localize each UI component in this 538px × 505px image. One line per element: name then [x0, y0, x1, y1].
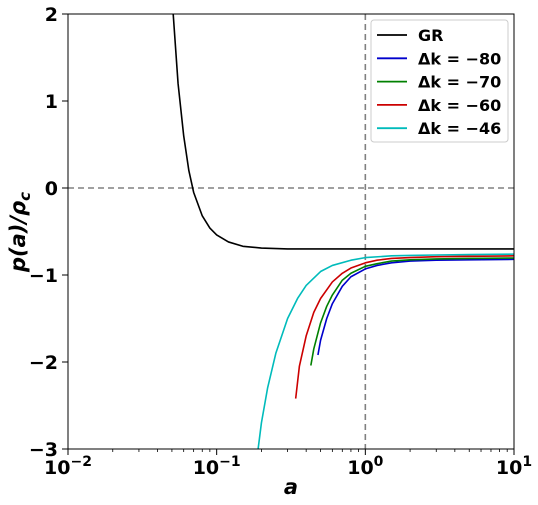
y-tick-label: 1	[45, 91, 58, 113]
y-axis-label: p(a)/ρc	[6, 192, 34, 273]
legend-box	[370, 19, 509, 143]
plot-frame	[67, 13, 515, 450]
y-tick-label: −1	[29, 265, 58, 287]
axis-ticks	[62, 13, 515, 455]
y-tick-label: 2	[45, 4, 58, 26]
legend: GR Δk = −80 Δk = −70 Δk = −60 Δk = −46	[370, 19, 509, 143]
y-tick-labels: 2 1 0 −1 −2 −3	[29, 4, 58, 461]
x-tick-exponent: 1	[522, 454, 532, 470]
legend-label-2: Δk = −70	[418, 73, 501, 92]
x-tick-label: 100	[347, 454, 383, 479]
x-tick-label: 10−2	[44, 454, 92, 479]
series-line-4	[257, 253, 514, 449]
series-line-1	[317, 258, 514, 356]
legend-label-4: Δk = −46	[418, 119, 501, 138]
x-tick-base: 10	[44, 457, 70, 479]
series-lines	[172, 14, 514, 449]
x-tick-base: 10	[496, 457, 522, 479]
x-tick-label: 10−1	[193, 454, 241, 479]
series-line-2	[310, 257, 514, 366]
series-line-0	[172, 14, 514, 250]
x-axis-label: a	[284, 475, 298, 499]
x-tick-exponent: 0	[374, 454, 384, 470]
x-tick-labels: 10−2 10−1 100 101	[44, 454, 532, 479]
x-tick-base: 10	[193, 457, 219, 479]
series-line-3	[294, 255, 514, 399]
x-tick-exponent: −1	[219, 454, 240, 470]
x-tick-exponent: −2	[70, 454, 91, 470]
x-tick-base: 10	[347, 457, 373, 479]
y-tick-label: −3	[29, 439, 58, 461]
reference-lines	[68, 14, 514, 449]
legend-label-1: Δk = −80	[418, 49, 501, 68]
y-tick-label: 0	[45, 178, 58, 200]
legend-label-3: Δk = −60	[418, 96, 501, 115]
legend-label-0: GR	[418, 26, 443, 45]
x-tick-label: 101	[496, 454, 532, 479]
y-tick-label: −2	[29, 352, 58, 374]
